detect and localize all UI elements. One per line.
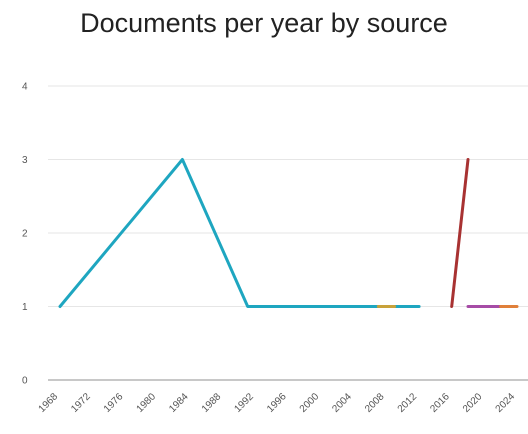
x-tick-label: 2016 [428,391,452,415]
x-tick-label: 1968 [37,391,61,415]
y-tick-label: 4 [22,82,28,93]
x-tick-label: 1984 [167,391,191,415]
chart-title: Documents per year by source [80,8,448,38]
series-line-2 [450,158,470,308]
x-tick-label: 2024 [494,391,518,415]
x-tick-label: 1992 [232,391,256,415]
series-line-1 [58,158,421,308]
x-tick-label: 2004 [330,391,354,415]
x-tick-label: 1972 [69,391,93,415]
x-tick-label: 1996 [265,391,289,415]
y-tick-label: 0 [22,376,28,387]
x-tick-label: 2000 [298,391,322,415]
x-tick-label: 1976 [102,391,126,415]
x-tick-label: 1980 [135,391,159,415]
y-tick-label: 3 [22,155,28,166]
x-tick-label: 1988 [200,391,224,415]
x-tick-label: 2012 [396,391,420,415]
y-tick-label: 2 [22,229,28,240]
x-tick-label: 2020 [461,391,485,415]
y-tick-label: 1 [22,302,28,313]
x-tick-label: 2008 [363,391,387,415]
